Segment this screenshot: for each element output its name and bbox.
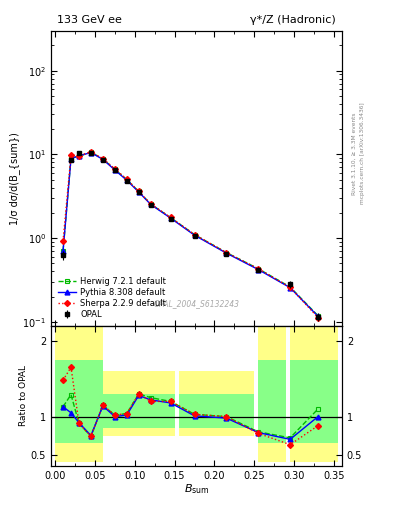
Text: mcplots.cern.ch [arXiv:1306.3436]: mcplots.cern.ch [arXiv:1306.3436] [360, 103, 365, 204]
Pythia 8.308 default [224, 250, 229, 256]
Text: Rivet 3.1.10, ≥ 3.3M events: Rivet 3.1.10, ≥ 3.3M events [352, 112, 357, 195]
Bar [178, 371, 219, 436]
Text: OPAL_2004_S6132243: OPAL_2004_S6132243 [154, 299, 239, 308]
Sherpa 2.2.9 default [61, 238, 65, 244]
Sherpa 2.2.9 default [192, 231, 197, 238]
Sherpa 2.2.9 default [77, 153, 81, 159]
Sherpa 2.2.9 default [112, 166, 117, 172]
Herwig 7.2.1 default [77, 153, 81, 159]
Bar [219, 371, 254, 436]
Bar [71, 360, 103, 443]
Bar [71, 326, 103, 462]
Pythia 8.308 default [256, 266, 261, 272]
Line: Pythia 8.308 default: Pythia 8.308 default [61, 150, 320, 319]
Bar [258, 326, 286, 462]
Herwig 7.2.1 default [256, 266, 261, 272]
Herwig 7.2.1 default [125, 177, 129, 183]
Herwig 7.2.1 default [112, 166, 117, 173]
Pythia 8.308 default [136, 189, 141, 195]
Sherpa 2.2.9 default [168, 215, 173, 221]
Line: Sherpa 2.2.9 default: Sherpa 2.2.9 default [61, 150, 320, 319]
Herwig 7.2.1 default [101, 156, 105, 162]
Pythia 8.308 default [192, 232, 197, 238]
Bar [55, 326, 71, 462]
Herwig 7.2.1 default [316, 313, 320, 319]
Bar [290, 326, 338, 462]
Sherpa 2.2.9 default [136, 188, 141, 195]
Pythia 8.308 default [61, 248, 65, 254]
Sherpa 2.2.9 default [101, 156, 105, 162]
Sherpa 2.2.9 default [224, 249, 229, 255]
Pythia 8.308 default [316, 313, 320, 319]
Bar [103, 371, 119, 436]
Pythia 8.308 default [288, 285, 292, 291]
Sherpa 2.2.9 default [256, 266, 261, 272]
Pythia 8.308 default [148, 201, 153, 207]
Sherpa 2.2.9 default [148, 201, 153, 207]
Bar [290, 360, 338, 443]
Line: Herwig 7.2.1 default: Herwig 7.2.1 default [61, 150, 320, 318]
Pythia 8.308 default [69, 156, 73, 162]
Pythia 8.308 default [112, 167, 117, 173]
Sherpa 2.2.9 default [288, 284, 292, 290]
Bar [258, 360, 286, 443]
Sherpa 2.2.9 default [316, 314, 320, 321]
Pythia 8.308 default [77, 153, 81, 159]
Herwig 7.2.1 default [288, 284, 292, 290]
Bar [151, 394, 174, 428]
Pythia 8.308 default [88, 150, 93, 156]
Bar [55, 360, 71, 443]
Bar [151, 371, 174, 436]
Herwig 7.2.1 default [168, 215, 173, 221]
Legend: Herwig 7.2.1 default, Pythia 8.308 default, Sherpa 2.2.9 default, OPAL: Herwig 7.2.1 default, Pythia 8.308 defau… [55, 274, 169, 322]
Text: 133 GeV ee: 133 GeV ee [57, 15, 122, 25]
Herwig 7.2.1 default [61, 248, 65, 254]
Sherpa 2.2.9 default [69, 152, 73, 158]
Sherpa 2.2.9 default [125, 176, 129, 182]
Bar [119, 371, 151, 436]
Pythia 8.308 default [125, 177, 129, 183]
Herwig 7.2.1 default [224, 249, 229, 255]
Sherpa 2.2.9 default [88, 149, 93, 155]
Text: γ*/Z (Hadronic): γ*/Z (Hadronic) [250, 15, 336, 25]
Herwig 7.2.1 default [69, 155, 73, 161]
Herwig 7.2.1 default [148, 201, 153, 207]
Herwig 7.2.1 default [192, 231, 197, 238]
Bar [103, 394, 119, 428]
X-axis label: $B_\mathrm{sum}$: $B_\mathrm{sum}$ [184, 482, 209, 496]
Bar [178, 394, 219, 428]
Y-axis label: 1/σ dσ/d(B_{sum}): 1/σ dσ/d(B_{sum}) [9, 132, 20, 225]
Pythia 8.308 default [168, 215, 173, 221]
Herwig 7.2.1 default [88, 149, 93, 155]
Bar [119, 394, 151, 428]
Pythia 8.308 default [101, 156, 105, 162]
Y-axis label: Ratio to OPAL: Ratio to OPAL [19, 365, 28, 426]
Herwig 7.2.1 default [136, 188, 141, 195]
Bar [219, 394, 254, 428]
